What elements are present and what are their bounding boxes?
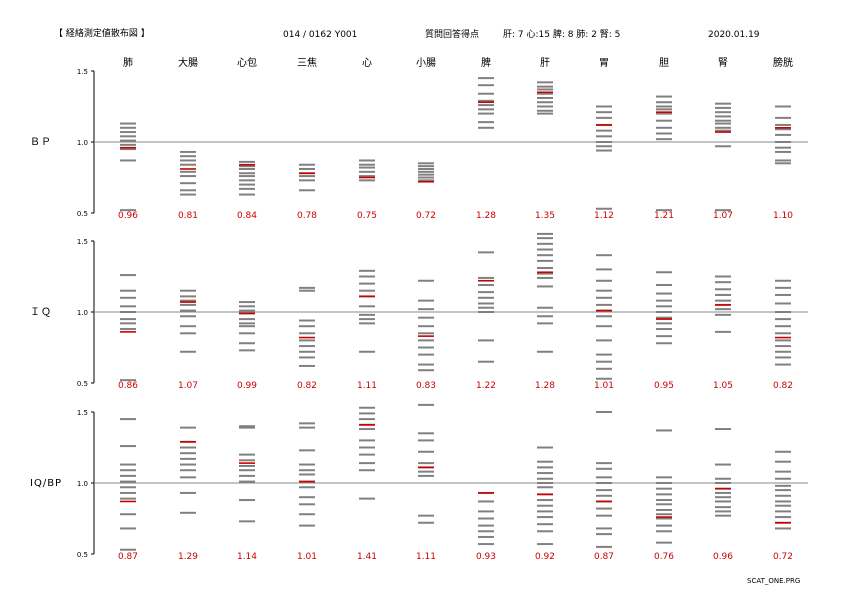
value-label: 0.83 bbox=[416, 381, 436, 391]
program-name: SCAT_ONE.PRG bbox=[747, 577, 801, 585]
category-label: 胃 bbox=[599, 57, 609, 69]
value-label: 0.95 bbox=[654, 381, 674, 391]
page-title: 【 経絡測定値散布図 】 bbox=[54, 29, 150, 39]
value-label: 1.22 bbox=[476, 381, 496, 391]
category-label: 心 bbox=[362, 57, 372, 69]
value-label: 1.11 bbox=[416, 552, 436, 562]
question-scores: 肝: 7 心:15 脾: 8 肺: 2 腎: 5 bbox=[503, 30, 621, 40]
value-label: 0.86 bbox=[118, 381, 138, 391]
value-label: 1.01 bbox=[297, 552, 317, 562]
panel-label: ＩＱ bbox=[30, 307, 52, 318]
score-label: 質問回答得点 bbox=[425, 30, 480, 40]
value-label: 1.07 bbox=[178, 381, 198, 391]
value-label: 0.93 bbox=[476, 552, 496, 562]
value-label: 1.41 bbox=[357, 552, 377, 562]
value-label: 0.87 bbox=[594, 552, 614, 562]
value-label: 1.07 bbox=[713, 211, 733, 221]
panel-label: ＢＰ bbox=[30, 137, 52, 148]
value-label: 1.28 bbox=[535, 381, 555, 391]
category-label: 大腸 bbox=[178, 56, 198, 69]
value-label: 1.05 bbox=[713, 381, 733, 391]
y-tick-label: 1.0 bbox=[77, 480, 88, 488]
value-label: 1.35 bbox=[535, 211, 555, 221]
value-label: 1.01 bbox=[594, 381, 614, 391]
value-label: 0.78 bbox=[297, 211, 317, 221]
value-label: 1.21 bbox=[654, 211, 674, 221]
value-label: 0.96 bbox=[118, 211, 138, 221]
y-tick-label: 1.5 bbox=[77, 409, 88, 417]
category-label: 腎 bbox=[718, 57, 728, 69]
y-tick-label: 0.5 bbox=[77, 551, 88, 559]
category-label: 肝 bbox=[540, 57, 550, 69]
y-tick-label: 0.5 bbox=[77, 380, 88, 388]
category-label: 膀胱 bbox=[773, 56, 793, 69]
value-label: 1.29 bbox=[178, 552, 198, 562]
panel-label: IQ/BP bbox=[30, 478, 62, 489]
category-label: 肺 bbox=[123, 57, 133, 69]
measurement-date: 2020.01.19 bbox=[708, 30, 760, 40]
y-tick-label: 1.0 bbox=[77, 139, 88, 147]
category-label: 小腸 bbox=[416, 57, 436, 69]
value-label: 0.82 bbox=[297, 381, 317, 391]
y-tick-label: 1.0 bbox=[77, 309, 88, 317]
category-label: 心包 bbox=[237, 56, 257, 69]
y-tick-label: 1.5 bbox=[77, 68, 88, 76]
value-label: 1.10 bbox=[773, 211, 793, 221]
category-label: 脾 bbox=[481, 56, 491, 69]
value-label: 0.72 bbox=[416, 211, 436, 221]
y-tick-label: 1.5 bbox=[77, 238, 88, 246]
value-label: 0.81 bbox=[178, 211, 198, 221]
value-label: 0.92 bbox=[535, 552, 555, 562]
value-label: 0.96 bbox=[713, 552, 733, 562]
value-label: 0.84 bbox=[237, 211, 257, 221]
value-label: 0.75 bbox=[357, 211, 377, 221]
value-label: 1.11 bbox=[357, 381, 377, 391]
y-tick-label: 0.5 bbox=[77, 210, 88, 218]
value-label: 0.82 bbox=[773, 381, 793, 391]
value-label: 0.87 bbox=[118, 552, 138, 562]
value-label: 0.72 bbox=[773, 552, 793, 562]
value-label: 1.12 bbox=[594, 211, 614, 221]
value-label: 0.76 bbox=[654, 552, 674, 562]
value-label: 0.99 bbox=[237, 381, 257, 391]
value-label: 1.28 bbox=[476, 211, 496, 221]
category-label: 胆 bbox=[659, 57, 669, 69]
category-label: 三焦 bbox=[297, 56, 317, 69]
record-id: 014 / 0162 Y001 bbox=[283, 30, 358, 40]
value-label: 1.14 bbox=[237, 552, 257, 562]
